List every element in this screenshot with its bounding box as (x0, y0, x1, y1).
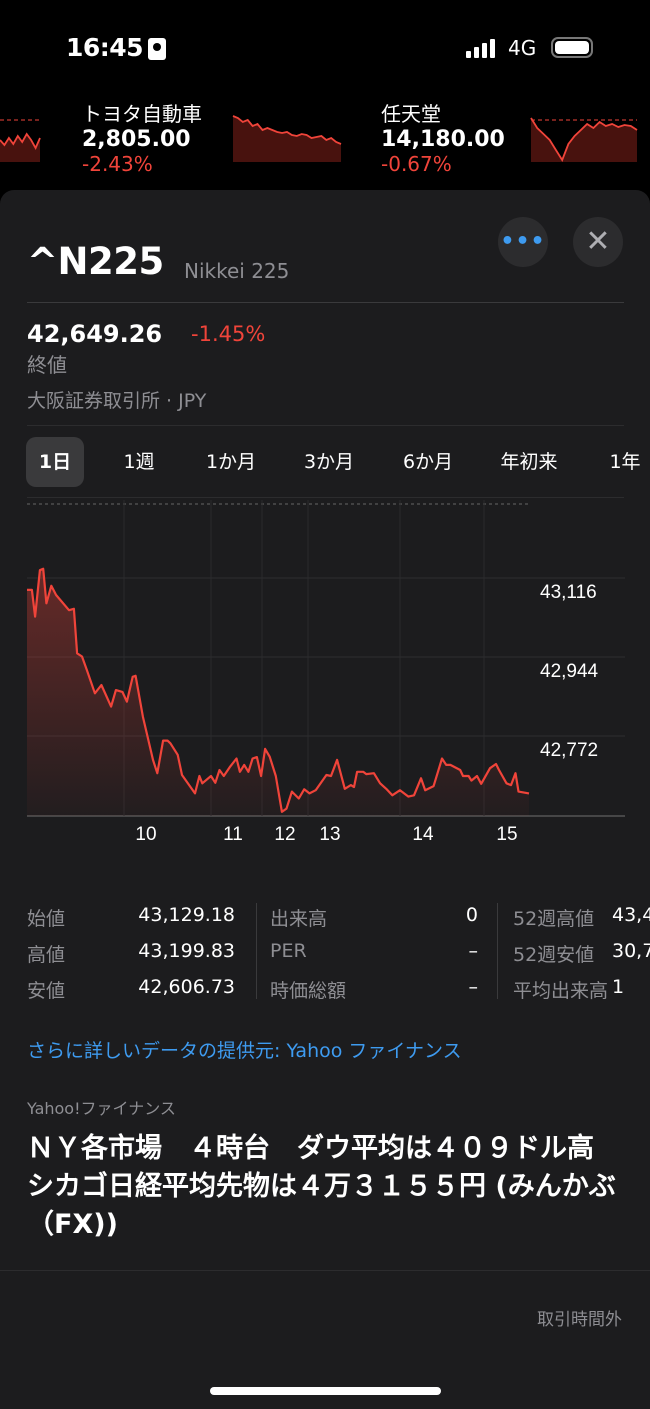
exchange-currency: 大阪証券取引所 · JPY (27, 390, 207, 412)
sparkline (0, 132, 41, 151)
id-badge-icon (148, 38, 166, 60)
stat-label: 52週安値 (513, 944, 595, 966)
stats-divider (256, 903, 257, 999)
tab-ytd[interactable]: 年初来 (500, 451, 558, 473)
divider (27, 497, 624, 498)
ticker-item-toyota[interactable]: トヨタ自動車 2,805.00 -2.43% (82, 98, 202, 176)
ticker-change: -2.43% (82, 152, 153, 176)
stat-label: 時価総額 (270, 980, 347, 1002)
sparkline-area (531, 118, 637, 162)
stat-value: – (468, 940, 479, 962)
header-divider (27, 302, 624, 303)
y-tick-label: 42,772 (540, 740, 598, 761)
stat-value: – (468, 976, 479, 998)
x-tick-label: 10 (135, 824, 156, 845)
price-area (27, 568, 529, 816)
ticker-name: トヨタ自動車 (82, 102, 202, 126)
network-type: 4G (508, 36, 537, 60)
status-time: 16:45 (66, 33, 144, 62)
x-tick-label: 13 (319, 824, 340, 845)
tab-1y[interactable]: 1年 (609, 451, 641, 473)
price-label: 終値 (27, 353, 67, 377)
signal-icon (466, 38, 495, 58)
stat-label: 平均出来高 (513, 980, 609, 1002)
battery-icon (551, 37, 593, 58)
divider (27, 425, 624, 426)
stat-value: 43,199.83 (138, 940, 235, 962)
tab-3m[interactable]: 3か月 (303, 451, 355, 473)
x-tick-label: 14 (412, 824, 434, 845)
news-headline[interactable]: ＮＹ各市場 ４時台 ダウ平均は４０９ドル高 シカゴ日経平均先物は４万３１５５円 … (27, 1133, 621, 1240)
news-source: Yahoo!ファイナンス (27, 1099, 176, 1118)
stat-label: PER (270, 940, 307, 962)
stock-symbol: ^N225 (27, 240, 164, 283)
y-tick-label: 42,944 (540, 661, 599, 682)
stat-label: 高値 (27, 944, 66, 966)
more-button[interactable]: ••• (498, 217, 548, 267)
stat-value: 43,129.18 (138, 904, 235, 926)
price-change: -1.45% (191, 322, 266, 346)
x-tick-label: 12 (274, 824, 295, 845)
tab-1d[interactable]: 1日 (26, 437, 84, 487)
x-tick-label: 15 (496, 824, 517, 845)
tab-1w[interactable]: 1週 (123, 451, 155, 473)
stat-value: 42,606.73 (138, 976, 235, 998)
stat-label: 始値 (27, 908, 66, 930)
y-tick-label: 43,116 (540, 582, 597, 603)
stock-name: Nikkei 225 (184, 259, 290, 283)
stats-divider (497, 903, 498, 999)
home-indicator[interactable] (210, 1387, 441, 1395)
stat-value: 1 (612, 976, 625, 998)
stat-value: 0 (465, 904, 478, 926)
sparkline (530, 117, 638, 162)
sparkline (232, 115, 342, 145)
ticker-change: -0.67% (381, 152, 452, 176)
stat-value: 43,4 (612, 904, 650, 926)
stat-label: 出来高 (270, 908, 328, 930)
more-data-link[interactable]: さらに詳しいデータの提供元: Yahoo ファイナンス (27, 1040, 462, 1062)
ticker-price: 14,180.00 (381, 127, 505, 152)
ticker-sparklines (0, 115, 638, 162)
ticker-price: 2,805.00 (82, 127, 191, 152)
ellipsis-icon: ••• (500, 229, 546, 254)
tab-1m[interactable]: 1か月 (205, 451, 257, 473)
x-tick-label: 11 (223, 824, 243, 845)
range-tabs: 1日 1週 1か月 3か月 6か月 年初来 1年 (0, 437, 650, 487)
divider (0, 1270, 650, 1271)
market-status: 取引時間外 (537, 1310, 622, 1330)
stat-label: 安値 (27, 980, 66, 1002)
ticker-item-nintendo[interactable]: 任天堂 14,180.00 -0.67% (381, 98, 505, 176)
tab-6m[interactable]: 6か月 (402, 451, 454, 473)
current-price: 42,649.26 (27, 320, 163, 348)
ticker-name: 任天堂 (381, 102, 441, 126)
price-line (27, 567, 530, 813)
close-button[interactable]: ✕ (573, 217, 623, 267)
close-icon: ✕ (585, 224, 611, 259)
stat-value: 30,7 (612, 940, 650, 962)
stat-label: 52週高値 (513, 908, 595, 930)
